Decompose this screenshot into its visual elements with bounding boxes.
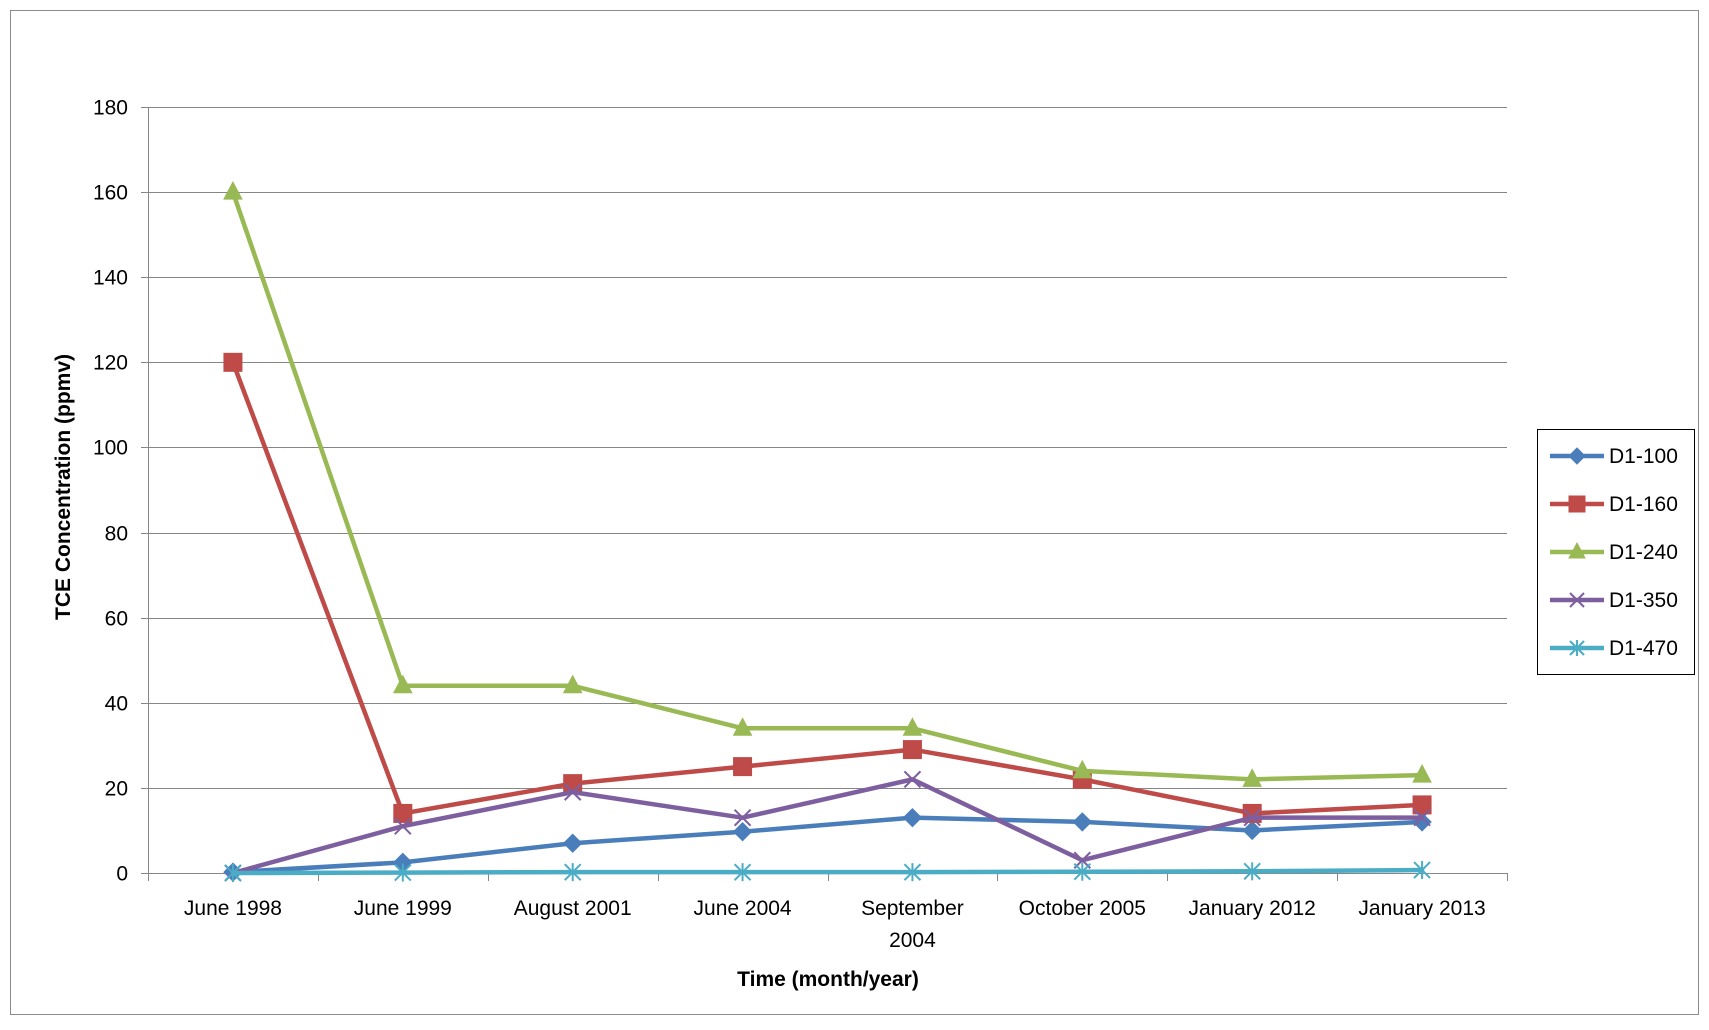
series-line (230, 867, 1425, 876)
y-tick-label: 160 (93, 182, 128, 205)
data-point (902, 807, 923, 828)
data-point (1243, 862, 1261, 881)
data-point (394, 863, 412, 882)
data-point (563, 783, 582, 801)
x-tick-labels: June 1998 June 1999 August 2001 June 2004 Se… (184, 897, 1486, 952)
x-tick-label: June 1998 (184, 897, 282, 920)
data-point (393, 803, 413, 823)
data-point (733, 863, 752, 882)
y-tick-label: 20 (105, 778, 128, 801)
x-tick-label: 2004 (889, 929, 936, 952)
x-tick-label: January 2013 (1358, 897, 1485, 920)
series-line (230, 815, 1425, 875)
series-d1-100 (223, 807, 1432, 882)
x-tick-label: January 2012 (1189, 897, 1316, 920)
data-point (562, 674, 583, 694)
x-marker-stroke (394, 817, 412, 835)
x-tick-label: June 2004 (694, 897, 792, 920)
square-marker (1568, 495, 1586, 513)
data-point (563, 863, 582, 882)
series-d1-240 (223, 181, 1432, 787)
triangle-marker (1568, 541, 1586, 559)
series-line (230, 189, 1425, 782)
data-point (1242, 768, 1263, 787)
x-marker-stroke (1243, 808, 1261, 827)
x-tick-label: June 1999 (354, 897, 452, 920)
legend-label: D1-240 (1609, 541, 1678, 564)
y-tick-labels: 0 20 40 60 80 100 120 140 160 180 (93, 97, 128, 886)
data-point (1072, 812, 1093, 832)
legend-item: D1-240 (1550, 541, 1678, 564)
data-point (903, 863, 922, 882)
x-axis-title: Time (month/year) (737, 968, 919, 991)
x-tick-label: August 2001 (514, 897, 632, 920)
star-marker (1569, 640, 1585, 656)
y-tick-label: 80 (105, 523, 128, 546)
data-point (1412, 764, 1432, 783)
data-point (733, 808, 752, 827)
legend-item: D1-350 (1550, 589, 1678, 612)
y-tick-label: 100 (93, 437, 128, 460)
x-marker-stroke (903, 770, 922, 789)
legend-label: D1-100 (1609, 445, 1678, 468)
y-tick-label: 180 (93, 97, 128, 120)
gridlines (148, 107, 1507, 789)
y-tick-label: 0 (116, 863, 128, 886)
y-axis-title: TCE Concentration (ppmv) (52, 354, 75, 620)
y-tick-label: 60 (105, 608, 128, 631)
data-point (733, 757, 753, 777)
x-marker (1569, 592, 1585, 608)
diamond-marker (1568, 447, 1586, 465)
x-marker-stroke (1413, 808, 1431, 827)
data-point (902, 717, 923, 736)
legend-label: D1-470 (1609, 637, 1678, 660)
data-point (732, 717, 753, 736)
y-tick-label: 120 (93, 352, 128, 375)
legend-item: D1-470 (1550, 637, 1678, 660)
series-line (230, 777, 1425, 876)
series-layer (223, 181, 1432, 882)
x-marker-stroke (563, 783, 582, 801)
data-point (902, 740, 922, 760)
legend-label: D1-350 (1609, 589, 1678, 612)
x-marker-stroke (733, 808, 752, 827)
data-point (1243, 808, 1261, 827)
data-point (1412, 795, 1432, 815)
legend-item: D1-100 (1550, 445, 1678, 468)
data-point (223, 352, 243, 372)
data-point (1072, 759, 1093, 779)
data-point (1413, 808, 1431, 827)
data-point (562, 833, 583, 853)
data-point (223, 181, 243, 200)
series-line (230, 360, 1425, 816)
legend-label: D1-160 (1609, 493, 1678, 516)
legend-item: D1-160 (1550, 493, 1678, 516)
data-point (224, 864, 242, 882)
y-tick-label: 40 (105, 693, 128, 716)
data-point (1413, 861, 1431, 880)
legend: D1-100 D1-160 D1-240 D1-350 D1-470 (1537, 429, 1695, 675)
data-point (392, 674, 413, 694)
series-d1-470 (224, 861, 1431, 882)
data-point (1242, 820, 1262, 841)
data-point (1073, 862, 1092, 881)
y-tick-label: 140 (93, 267, 128, 290)
x-tick-label: September (861, 897, 964, 920)
x-marker-stroke (1569, 592, 1585, 608)
data-point (732, 822, 753, 842)
series-d1-160 (223, 352, 1432, 823)
data-point (903, 770, 922, 789)
x-tick-label: October 2005 (1019, 897, 1146, 920)
data-point (394, 817, 412, 835)
